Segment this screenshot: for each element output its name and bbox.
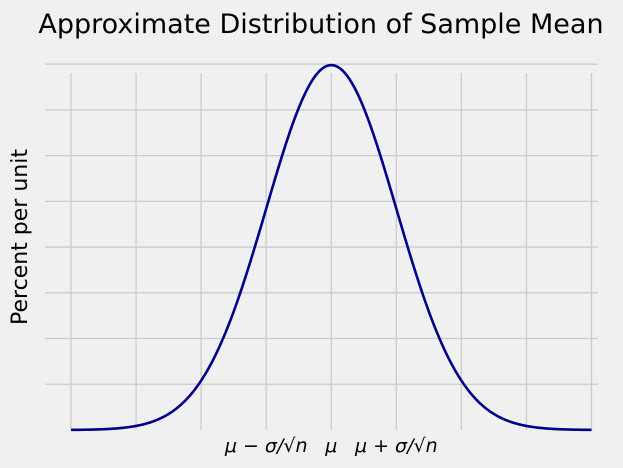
x-tick-label-0: μ − σ/√n <box>224 435 308 457</box>
y-gridlines <box>45 63 598 385</box>
x-tick-labels: μ − σ/√n μ μ + σ/√n <box>224 435 438 457</box>
x-tick-label-1: μ <box>324 435 337 457</box>
x-gridlines <box>70 73 593 430</box>
chart-title: Approximate Distribution of Sample Mean <box>38 9 603 40</box>
y-axis-label: Percent per unit <box>8 149 33 325</box>
series-layer <box>71 63 592 432</box>
x-tick-label-2: μ + σ/√n <box>354 435 438 457</box>
series-line-0 <box>71 63 592 432</box>
